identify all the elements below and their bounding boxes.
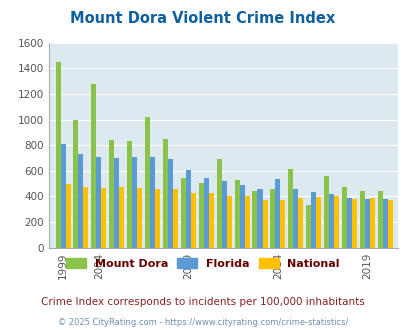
Bar <box>311 192 315 248</box>
Bar <box>221 181 226 248</box>
Bar <box>208 193 213 248</box>
Bar <box>252 191 257 248</box>
Bar <box>127 141 132 248</box>
Bar <box>341 187 346 248</box>
Bar <box>101 188 106 248</box>
Bar <box>203 178 208 248</box>
Bar <box>155 189 160 248</box>
Bar <box>162 140 168 248</box>
Bar <box>78 154 83 248</box>
Bar <box>96 157 101 248</box>
Text: Crime Index corresponds to incidents per 100,000 inhabitants: Crime Index corresponds to incidents per… <box>41 297 364 307</box>
Bar <box>145 117 150 248</box>
Bar <box>328 194 333 248</box>
Bar <box>239 185 244 248</box>
Bar <box>298 198 303 248</box>
Bar <box>55 62 60 248</box>
Bar <box>226 196 231 248</box>
Bar <box>190 192 196 248</box>
Bar <box>382 199 387 248</box>
Bar <box>60 144 65 248</box>
Bar <box>346 198 351 248</box>
Bar <box>305 205 311 248</box>
Bar <box>132 157 137 248</box>
Bar <box>137 188 142 248</box>
Bar <box>351 199 356 248</box>
Bar <box>180 179 185 248</box>
Bar <box>262 200 267 248</box>
Bar <box>288 169 292 248</box>
Bar <box>168 159 173 248</box>
Legend: Mount Dora, Florida, National: Mount Dora, Florida, National <box>62 254 343 273</box>
Bar <box>275 179 280 248</box>
Bar <box>359 191 364 248</box>
Bar <box>216 159 221 248</box>
Bar <box>173 189 177 248</box>
Text: Mount Dora Violent Crime Index: Mount Dora Violent Crime Index <box>70 11 335 26</box>
Bar <box>83 187 88 248</box>
Bar <box>198 183 203 248</box>
Bar <box>333 196 338 248</box>
Bar <box>257 189 262 248</box>
Bar <box>244 196 249 248</box>
Bar <box>387 200 392 248</box>
Bar <box>150 157 155 248</box>
Bar <box>292 189 298 248</box>
Bar <box>377 191 382 248</box>
Bar <box>369 198 374 248</box>
Bar <box>91 84 96 248</box>
Bar <box>315 197 320 248</box>
Bar <box>119 187 124 248</box>
Bar <box>280 200 285 248</box>
Bar <box>73 120 78 248</box>
Bar <box>364 199 369 248</box>
Bar <box>234 180 239 248</box>
Bar <box>114 158 119 248</box>
Bar <box>323 176 328 248</box>
Bar <box>65 183 70 248</box>
Bar <box>270 189 275 248</box>
Bar <box>185 170 190 248</box>
Text: © 2025 CityRating.com - https://www.cityrating.com/crime-statistics/: © 2025 CityRating.com - https://www.city… <box>58 318 347 327</box>
Bar <box>109 140 114 248</box>
